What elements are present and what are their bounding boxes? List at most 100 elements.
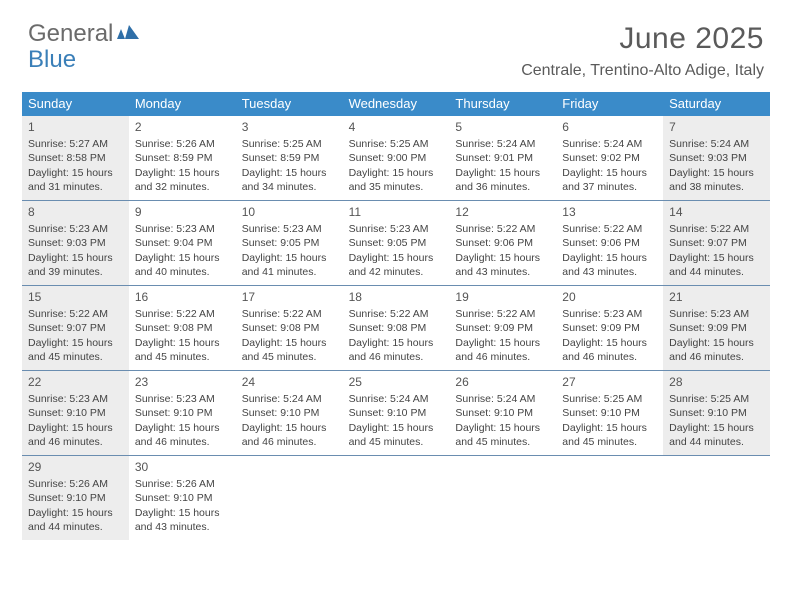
day-sunrise: Sunrise: 5:25 AM [349, 137, 444, 151]
day-cell: 7Sunrise: 5:24 AMSunset: 9:03 PMDaylight… [663, 116, 770, 200]
logo-word2: Blue [28, 46, 76, 73]
day-cell: 15Sunrise: 5:22 AMSunset: 9:07 PMDayligh… [22, 286, 129, 370]
location-text: Centrale, Trentino-Alto Adige, Italy [521, 62, 764, 80]
day-header-wed: Wednesday [343, 92, 450, 116]
day-cell [236, 456, 343, 540]
day-cell: 26 Sunrise: 5:24 AMSunset: 9:10 PMDayligh… [449, 371, 556, 455]
day-day1: Daylight: 15 hours [669, 251, 764, 265]
day-day1: Daylight: 15 hours [669, 166, 764, 180]
day-day1: Daylight: 15 hours [349, 166, 444, 180]
day-sunrise: Sunrise: 5:25 AM [242, 137, 337, 151]
day-cell: 18Sunrise: 5:22 AMSunset: 9:08 PMDayligh… [343, 286, 450, 370]
week-row: 1Sunrise: 5:27 AMSunset: 8:58 PMDaylight… [22, 116, 770, 200]
day-day2: and 46 minutes. [669, 350, 764, 364]
day-cell: 20Sunrise: 5:23 AMSunset: 9:09 PMDayligh… [556, 286, 663, 370]
day-number: 24 [242, 374, 337, 390]
day-cell: 2Sunrise: 5:26 AMSunset: 8:59 PMDaylight… [129, 116, 236, 200]
day-day2: and 32 minutes. [135, 180, 230, 194]
day-day2: and 44 minutes. [669, 435, 764, 449]
day-header-row: Sunday Monday Tuesday Wednesday Thursday… [22, 92, 770, 116]
day-number: 20 [562, 289, 657, 305]
day-sunset: Sunset: 9:05 PM [349, 236, 444, 250]
day-number: 5 [455, 119, 550, 135]
day-number: 9 [135, 204, 230, 220]
day-sunrise: Sunrise: 5:27 AM [28, 137, 123, 151]
day-day1: Daylight: 15 hours [349, 336, 444, 350]
day-sunset: Sunset: 9:07 PM [669, 236, 764, 250]
day-sunrise: Sunrise: 5:24 AM [455, 392, 550, 406]
day-sunrise: Sunrise: 5:26 AM [28, 477, 123, 491]
day-day1: Daylight: 15 hours [562, 336, 657, 350]
day-cell: 3Sunrise: 5:25 AMSunset: 8:59 PMDaylight… [236, 116, 343, 200]
day-day2: and 35 minutes. [349, 180, 444, 194]
day-sunset: Sunset: 9:08 PM [349, 321, 444, 335]
day-cell: 9Sunrise: 5:23 AMSunset: 9:04 PMDaylight… [129, 201, 236, 285]
day-sunset: Sunset: 8:59 PM [242, 151, 337, 165]
day-day2: and 45 minutes. [349, 435, 444, 449]
day-day2: and 46 minutes. [349, 350, 444, 364]
day-number: 11 [349, 204, 444, 220]
day-number: 26 [455, 374, 550, 390]
day-sunrise: Sunrise: 5:24 AM [455, 137, 550, 151]
day-number: 14 [669, 204, 764, 220]
day-sunrise: Sunrise: 5:25 AM [669, 392, 764, 406]
day-number: 18 [349, 289, 444, 305]
day-day2: and 46 minutes. [455, 350, 550, 364]
day-number: 29 [28, 459, 123, 475]
day-sunrise: Sunrise: 5:24 AM [669, 137, 764, 151]
day-sunrise: Sunrise: 5:23 AM [28, 392, 123, 406]
day-sunrise: Sunrise: 5:22 AM [455, 307, 550, 321]
day-day2: and 45 minutes. [562, 435, 657, 449]
day-day2: and 34 minutes. [242, 180, 337, 194]
day-sunset: Sunset: 9:09 PM [455, 321, 550, 335]
day-day1: Daylight: 15 hours [669, 421, 764, 435]
day-sunset: Sunset: 9:03 PM [669, 151, 764, 165]
day-sunset: Sunset: 9:06 PM [455, 236, 550, 250]
day-cell: 30Sunrise: 5:26 AMSunset: 9:10 PMDayligh… [129, 456, 236, 540]
day-sunset: Sunset: 9:10 PM [28, 406, 123, 420]
day-day1: Daylight: 15 hours [242, 421, 337, 435]
week-row: 22Sunrise: 5:23 AMSunset: 9:10 PMDayligh… [22, 370, 770, 455]
day-sunset: Sunset: 9:08 PM [135, 321, 230, 335]
day-day2: and 37 minutes. [562, 180, 657, 194]
day-number: 22 [28, 374, 123, 390]
day-sunset: Sunset: 9:08 PM [242, 321, 337, 335]
day-sunset: Sunset: 9:02 PM [562, 151, 657, 165]
day-day1: Daylight: 15 hours [455, 421, 550, 435]
day-day1: Daylight: 15 hours [562, 166, 657, 180]
day-number: 30 [135, 459, 230, 475]
day-day2: and 43 minutes. [135, 520, 230, 534]
day-sunrise: Sunrise: 5:26 AM [135, 477, 230, 491]
day-cell: 22Sunrise: 5:23 AMSunset: 9:10 PMDayligh… [22, 371, 129, 455]
day-cell: 27Sunrise: 5:25 AMSunset: 9:10 PMDayligh… [556, 371, 663, 455]
day-sunset: Sunset: 9:10 PM [135, 491, 230, 505]
day-sunrise: Sunrise: 5:26 AM [135, 137, 230, 151]
day-header-thu: Thursday [449, 92, 556, 116]
day-number: 8 [28, 204, 123, 220]
day-sunset: Sunset: 9:01 PM [455, 151, 550, 165]
day-day1: Daylight: 15 hours [242, 251, 337, 265]
day-day1: Daylight: 15 hours [135, 166, 230, 180]
day-day1: Daylight: 15 hours [562, 251, 657, 265]
logo: General Blue [28, 22, 139, 72]
day-sunset: Sunset: 9:10 PM [562, 406, 657, 420]
day-cell [556, 456, 663, 540]
week-row: 8Sunrise: 5:23 AMSunset: 9:03 PMDaylight… [22, 200, 770, 285]
day-header-mon: Monday [129, 92, 236, 116]
day-sunset: Sunset: 9:06 PM [562, 236, 657, 250]
day-day2: and 43 minutes. [455, 265, 550, 279]
calendar: Sunday Monday Tuesday Wednesday Thursday… [0, 84, 792, 540]
day-number: 3 [242, 119, 337, 135]
header-right: June 2025 Centrale, Trentino-Alto Adige,… [521, 22, 764, 80]
day-cell [663, 456, 770, 540]
day-day2: and 44 minutes. [28, 520, 123, 534]
day-sunset: Sunset: 9:00 PM [349, 151, 444, 165]
day-day2: and 46 minutes. [28, 435, 123, 449]
day-day1: Daylight: 15 hours [28, 506, 123, 520]
day-day2: and 46 minutes. [135, 435, 230, 449]
day-day2: and 41 minutes. [242, 265, 337, 279]
day-day2: and 39 minutes. [28, 265, 123, 279]
day-day2: and 45 minutes. [28, 350, 123, 364]
day-sunrise: Sunrise: 5:23 AM [28, 222, 123, 236]
day-sunset: Sunset: 9:10 PM [455, 406, 550, 420]
